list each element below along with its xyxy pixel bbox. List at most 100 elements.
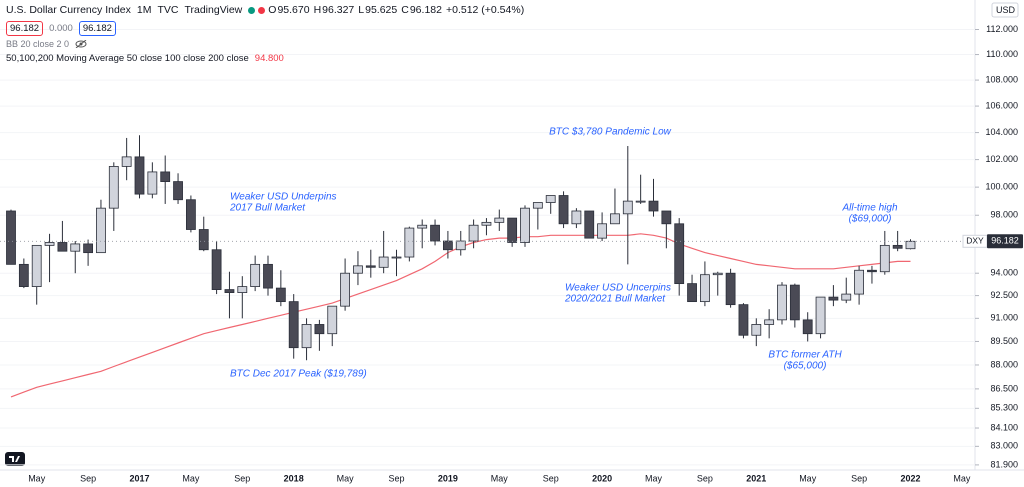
candle-body [96,207,106,254]
annotation: BTC Dec 2017 Peak ($19,789) [230,369,367,380]
candle-body [764,319,775,325]
ma-legend[interactable]: 50,100,200 Moving Average 50 close 100 c… [6,53,249,64]
candle [70,241,81,274]
candle [892,230,903,252]
candle [314,319,325,351]
price-tag [987,234,1023,249]
candle [185,195,196,233]
candle [532,202,543,230]
candle-body [892,244,903,249]
x-tick-label: Sep [80,473,96,483]
candle-body [327,305,338,335]
candle [83,239,93,266]
candle [789,283,800,328]
ohlc-label: L [358,4,365,16]
y-tick-label: 104.000 [985,127,1018,137]
status-dot [248,6,256,14]
annotation: BTC former ATH [768,350,842,361]
candle [442,230,453,259]
candle [828,285,839,307]
candle-body [854,269,864,295]
candle-body [712,272,723,276]
candle-body [263,263,273,289]
header-row: 50,100,200 Moving Average 50 close 100 c… [6,53,290,64]
x-tick-label: Sep [388,473,404,483]
x-tick-label: Sep [697,473,713,483]
candle [635,174,646,204]
x-tick-label: 2017 [129,473,149,483]
candle-body [648,200,659,212]
candle [391,249,402,277]
candle-body [18,263,29,287]
price-box[interactable]: 96.182 [78,21,116,36]
candle [905,239,916,250]
y-tick-label: 88.000 [990,359,1018,369]
candle [867,265,877,284]
candle [275,270,286,307]
candle-body [6,210,16,265]
ma-value: 94.800 [254,53,284,64]
candle-body [378,256,389,268]
candle-body [57,242,68,252]
candle [751,318,762,347]
candle-body [44,242,55,246]
annotation: Weaker USD Underpins [230,192,337,203]
candle-body [879,244,890,273]
header-row: BB 20 close 2 0 [6,39,87,49]
y-tick-label: 92.500 [990,290,1018,300]
symbol-title[interactable]: U.S. Dollar Currency Index [6,4,131,16]
candle-body [494,217,505,223]
candle-body [442,240,453,251]
candle-body [121,156,132,167]
candle-body [147,171,158,195]
candle [700,261,710,307]
annotation: ($65,000) [784,361,827,372]
ohlc-label: H [313,4,322,16]
candle-body [288,301,299,349]
candle [96,199,106,254]
candle [18,258,29,289]
y-tick-label: 106.000 [985,100,1018,110]
candle [57,220,68,252]
candle-body [211,249,222,290]
currency-box[interactable] [991,2,1019,18]
candle-body [365,265,376,268]
candle-body [275,287,286,303]
candle-body [841,293,852,301]
candle [404,226,415,262]
candle-body [738,304,749,336]
y-tick-label: 98.000 [990,210,1018,220]
candle [545,195,556,214]
candle-body [905,240,916,250]
candle [622,146,633,265]
candle [211,241,222,295]
interval[interactable]: 1M [136,4,152,16]
currency[interactable]: USD [996,5,1016,15]
candle [674,218,685,296]
candle-body [520,207,530,243]
candle [263,255,273,296]
price-box[interactable]: 96.182 [6,21,44,36]
x-tick-label: 2020 [592,473,612,483]
candle-body [250,263,261,287]
x-tick-label: May [337,473,355,483]
ohlc-label: O [268,4,277,16]
candle-body [237,286,248,293]
ohlc-value: 96.182 [409,4,442,16]
candle [712,271,723,296]
ohlc-value: 95.670 [277,4,310,16]
candle-body [700,274,710,303]
eye-icon[interactable] [75,40,87,48]
bb-legend[interactable]: BB 20 close 2 0 [6,39,70,49]
candle [777,282,787,325]
header-row: U.S. Dollar Currency Index 1M TVC Tradin… [6,4,528,16]
candle [481,218,492,236]
candle-body [185,199,196,230]
candle [417,219,428,249]
candle-body [532,202,543,209]
candle-body [815,296,826,335]
candle-body [751,324,762,336]
annotation: 2020/2021 Bull Market [564,294,666,305]
x-tick-label: Sep [234,473,250,483]
x-tick-label: May [645,473,663,483]
